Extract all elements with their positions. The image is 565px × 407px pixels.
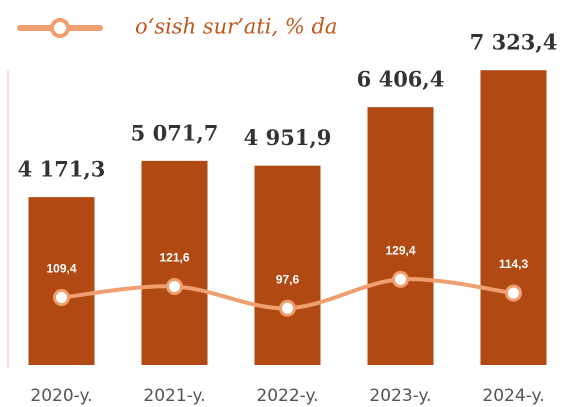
line-value-label: 121,6 <box>159 251 189 265</box>
x-tick-label: 2023-y. <box>369 386 431 406</box>
line-marker <box>279 299 296 317</box>
line-marker <box>392 270 409 288</box>
line-value-label: 129,4 <box>385 244 415 258</box>
bar <box>480 70 547 365</box>
x-tick-label: 2022-y. <box>256 386 318 406</box>
value-label: 5 071,7 <box>131 120 219 145</box>
bar <box>367 107 434 366</box>
value-label: 4 171,3 <box>18 157 106 182</box>
value-label: 6 406,4 <box>357 67 445 92</box>
line-marker <box>53 289 70 307</box>
value-label: 4 951,9 <box>244 125 332 150</box>
x-tick-label: 2020-y. <box>30 386 92 406</box>
bar <box>141 160 208 365</box>
legend-marker <box>50 18 70 38</box>
line-value-label: 114,3 <box>499 257 529 271</box>
legend-label: o‘sish sur’ati, % da <box>135 15 337 39</box>
bar <box>28 197 95 365</box>
x-tick-label: 2021-y. <box>143 386 205 406</box>
line-marker <box>166 277 183 295</box>
line-marker <box>505 284 522 302</box>
value-label: 7 323,4 <box>470 30 558 55</box>
bar <box>254 165 321 365</box>
line-value-label: 97,6 <box>276 272 300 286</box>
x-tick-label: 2024-y. <box>482 386 544 406</box>
line-value-label: 109,4 <box>46 262 76 276</box>
